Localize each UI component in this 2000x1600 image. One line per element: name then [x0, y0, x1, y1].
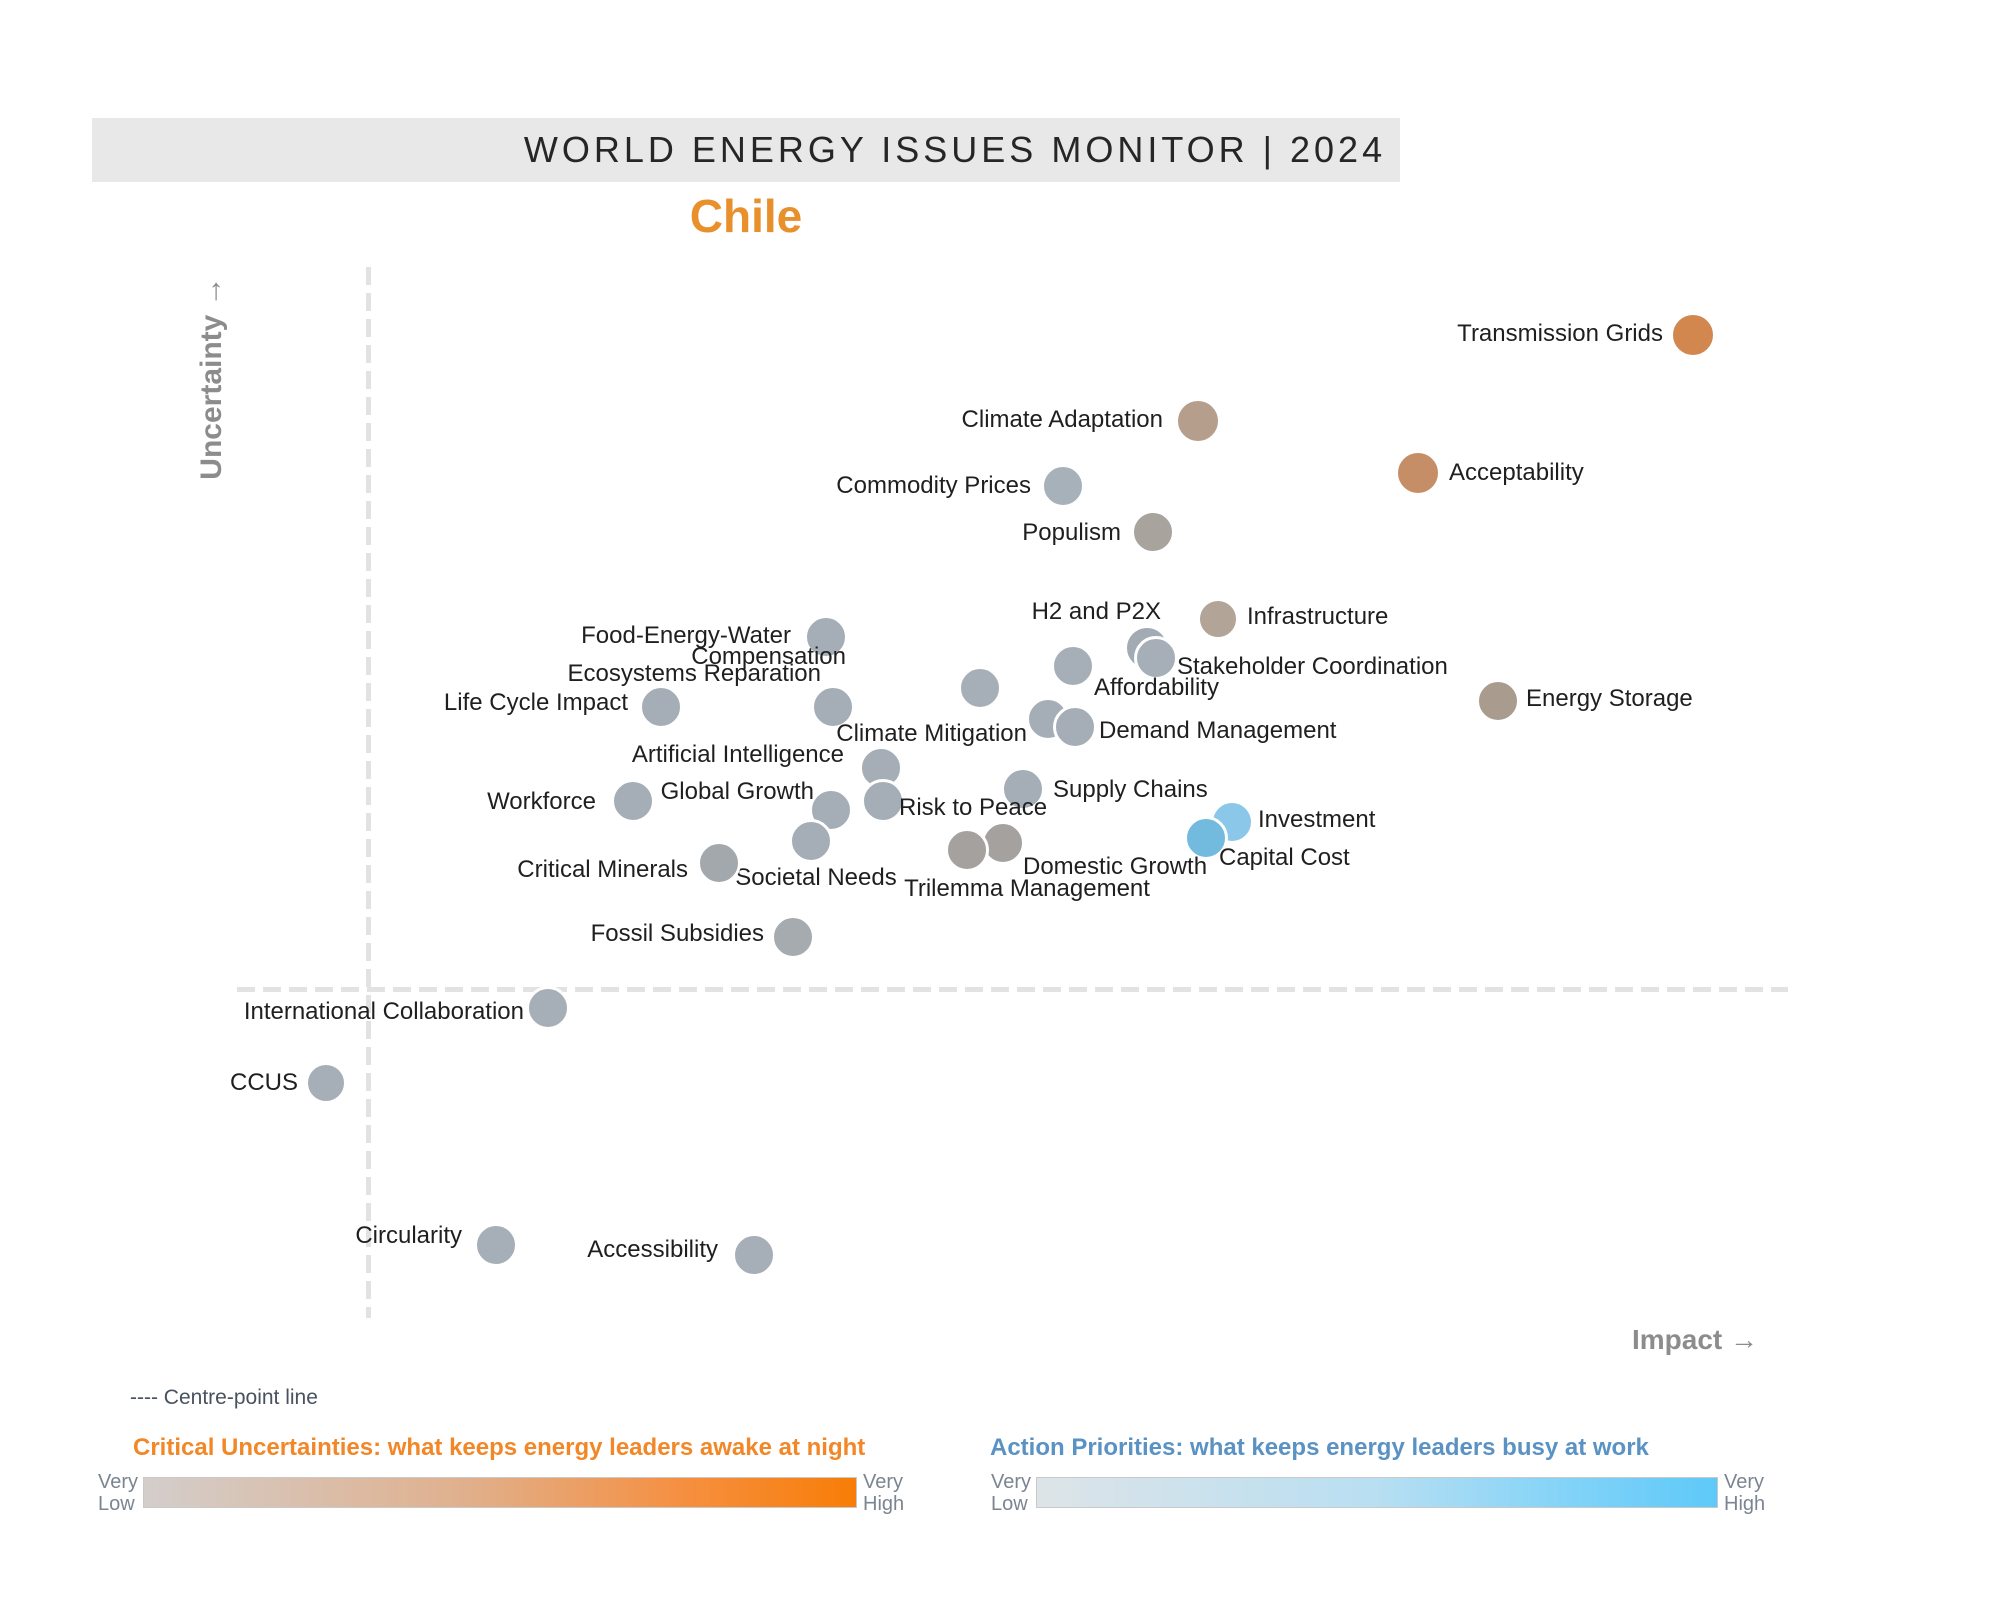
country-subtitle: Chile [689, 190, 803, 242]
issue-bubble-transmission-grids[interactable] [1670, 312, 1716, 358]
issue-bubble-risk-to-peace[interactable] [861, 779, 905, 823]
y-axis-label: Uncertainty → [195, 276, 228, 480]
issue-label-demand-management: Demand Management [1099, 717, 1337, 744]
issue-label-trilemma-management: Trilemma Management [904, 875, 1150, 902]
issue-bubble-commodity-prices[interactable] [1041, 464, 1085, 508]
issue-label-risk-to-peace: Risk to Peace [899, 794, 1048, 821]
issue-label-capital-cost: Capital Cost [1219, 844, 1350, 871]
issue-label-fossil-subsidies: Fossil Subsidies [590, 920, 764, 947]
issue-bubble-stakeholder-coordination[interactable] [1134, 636, 1178, 680]
issue-label-climate-adaptation: Climate Adaptation [961, 406, 1163, 433]
issue-bubble-compensation[interactable] [958, 666, 1002, 710]
issue-label-workforce: Workforce [487, 788, 596, 815]
issue-bubble-critical-minerals[interactable] [697, 841, 741, 885]
issue-bubble-energy-storage[interactable] [1476, 679, 1520, 723]
issue-bubble-ecosystems-reparation[interactable] [811, 685, 855, 729]
issue-label-stakeholder-coordination: Stakeholder Coordination [1177, 653, 1448, 680]
issue-label-food-energy-water: Food-Energy-Water [581, 622, 791, 649]
issue-label-populism: Populism [1022, 519, 1121, 546]
issue-label-ccus: CCUS [229, 1069, 298, 1096]
issue-label-societal-needs: Societal Needs [735, 864, 897, 891]
issue-label-international-collaboration: International Collaboration [243, 998, 524, 1025]
issue-label-energy-storage: Energy Storage [1526, 685, 1693, 712]
issue-bubble-acceptability[interactable] [1395, 450, 1441, 496]
issue-bubble-workforce[interactable] [611, 779, 655, 823]
centre-point-line-horizontal [237, 987, 1788, 992]
issue-label-compensation: Compensation [691, 643, 846, 670]
action-scale-very-low-label: Very Low [990, 1471, 1031, 1515]
centre-point-line-vertical [366, 267, 371, 1318]
issue-bubble-capital-cost[interactable] [1184, 816, 1228, 860]
issue-bubble-supply-chains[interactable] [1001, 767, 1045, 811]
issue-bubble-ccus[interactable] [305, 1062, 347, 1104]
issue-label-life-cycle-impact: Life Cycle Impact [443, 689, 628, 716]
critical-uncertainty-gradient-bar [143, 1477, 857, 1508]
critical-uncertainties-legend-title: Critical Uncertainties: what keeps energ… [133, 1434, 866, 1461]
issue-label-circularity: Circularity [355, 1222, 462, 1249]
issue-label-critical-minerals: Critical Minerals [517, 856, 688, 883]
action-priority-gradient-bar [1036, 1477, 1718, 1508]
critical-scale-very-low-label: Very Low [97, 1471, 138, 1515]
issue-bubble-international-collaboration[interactable] [526, 986, 570, 1030]
x-axis-label: Impact → [1631, 1324, 1759, 1355]
issue-label-affordability: Affordability [1094, 674, 1219, 701]
header-band [92, 118, 1400, 182]
action-scale-very-high-label: Very High [1724, 1471, 1766, 1515]
issue-label-artificial-intelligence: Artificial Intelligence [631, 741, 844, 768]
issue-label-supply-chains: Supply Chains [1053, 776, 1208, 803]
critical-scale-very-high-label: Very High [863, 1471, 905, 1515]
issue-label-investment: Investment [1258, 806, 1376, 833]
issue-label-infrastructure: Infrastructure [1247, 603, 1389, 630]
page-title: WORLD ENERGY ISSUES MONITOR | 2024 [523, 129, 1387, 170]
issue-label-domestic-growth: Domestic Growth [1023, 853, 1208, 880]
issue-bubble-life-cycle-impact[interactable] [639, 685, 683, 729]
issue-bubble-food-energy-water[interactable] [804, 615, 848, 659]
issue-bubble-climate-adaptation[interactable] [1175, 398, 1221, 444]
issue-label-h2-and-p2x: H2 and P2X [1031, 598, 1161, 625]
issue-label-commodity-prices: Commodity Prices [836, 472, 1031, 499]
issue-bubble-trilemma-management[interactable] [945, 828, 989, 872]
issue-label-transmission-grids: Transmission Grids [1457, 320, 1663, 347]
issue-bubble-accessibility[interactable] [732, 1233, 776, 1277]
action-priorities-legend-title: Action Priorities: what keeps energy lea… [990, 1434, 1649, 1461]
issue-bubble-demand-management[interactable] [1053, 705, 1097, 749]
centre-point-legend-label: ---- Centre-point line [130, 1386, 318, 1409]
issue-bubble-infrastructure[interactable] [1197, 598, 1239, 640]
issue-label-accessibility: Accessibility [587, 1236, 718, 1263]
issue-label-global-growth: Global Growth [660, 778, 814, 805]
issue-bubble-fossil-subsidies[interactable] [771, 915, 815, 959]
issue-label-ecosystems-reparation: Ecosystems Reparation [567, 660, 821, 687]
issue-bubble-circularity[interactable] [474, 1223, 518, 1267]
issue-bubble-societal-needs[interactable] [789, 819, 833, 863]
issue-bubble-affordability[interactable] [1051, 644, 1095, 688]
issue-bubble-populism[interactable] [1131, 510, 1175, 554]
issue-label-acceptability: Acceptability [1449, 459, 1584, 486]
issue-label-climate-mitigation: Climate Mitigation [836, 720, 1027, 747]
